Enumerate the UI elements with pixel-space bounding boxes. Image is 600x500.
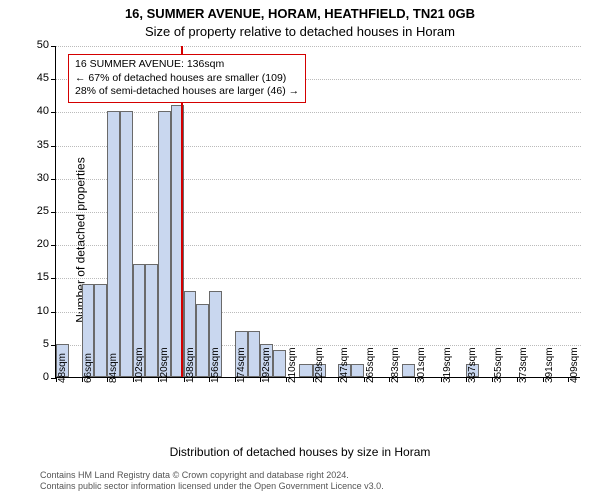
histogram-bar [351, 364, 364, 377]
histogram-bar [94, 284, 107, 377]
footer-line1: Contains HM Land Registry data © Crown c… [40, 470, 384, 481]
x-tick: 192sqm [260, 377, 261, 382]
x-tick: 409sqm [568, 377, 569, 382]
histogram-bar [107, 111, 120, 377]
x-tick: 84sqm [107, 377, 108, 382]
annotation-line2: ← 67% of detached houses are smaller (10… [75, 72, 299, 86]
x-tick: 391sqm [543, 377, 544, 382]
reference-annotation: 16 SUMMER AVENUE: 136sqm ← 67% of detach… [68, 54, 306, 103]
histogram-bar [196, 304, 209, 377]
gridline [56, 146, 581, 147]
chart-title-address: 16, SUMMER AVENUE, HORAM, HEATHFIELD, TN… [0, 6, 600, 21]
x-tick: 210sqm [286, 377, 287, 382]
gridline [56, 179, 581, 180]
histogram-bar [158, 111, 171, 377]
annotation-line3: 28% of semi-detached houses are larger (… [75, 85, 299, 99]
x-tick: 102sqm [133, 377, 134, 382]
x-tick: 138sqm [184, 377, 185, 382]
x-tick: 337sqm [466, 377, 467, 382]
x-tick: 156sqm [209, 377, 210, 382]
gridline [56, 212, 581, 213]
x-tick: 301sqm [415, 377, 416, 382]
histogram-bar [120, 111, 133, 377]
x-tick: 355sqm [492, 377, 493, 382]
x-tick: 319sqm [441, 377, 442, 382]
gridline [56, 112, 581, 113]
plot-area: 0510152025303540455048sqm66sqm84sqm102sq… [55, 46, 580, 378]
histogram-bar [145, 264, 158, 377]
histogram-bar [273, 350, 286, 377]
x-tick: 265sqm [364, 377, 365, 382]
x-tick: 373sqm [517, 377, 518, 382]
x-tick: 229sqm [313, 377, 314, 382]
x-tick: 247sqm [338, 377, 339, 382]
gridline [56, 245, 581, 246]
x-tick: 120sqm [158, 377, 159, 382]
annotation-line1: 16 SUMMER AVENUE: 136sqm [75, 58, 299, 72]
x-axis-label: Distribution of detached houses by size … [0, 445, 600, 459]
footer-line2: Contains public sector information licen… [40, 481, 384, 492]
x-tick: 174sqm [235, 377, 236, 382]
x-tick: 66sqm [82, 377, 83, 382]
attribution-footer: Contains HM Land Registry data © Crown c… [40, 470, 384, 492]
histogram-bar [402, 364, 415, 377]
x-tick: 48sqm [56, 377, 57, 382]
histogram-bar [248, 331, 261, 377]
gridline [56, 46, 581, 47]
chart-title-subtitle: Size of property relative to detached ho… [0, 24, 600, 39]
chart-container: 16, SUMMER AVENUE, HORAM, HEATHFIELD, TN… [0, 0, 600, 500]
histogram-bar [299, 364, 313, 377]
x-tick: 283sqm [389, 377, 390, 382]
